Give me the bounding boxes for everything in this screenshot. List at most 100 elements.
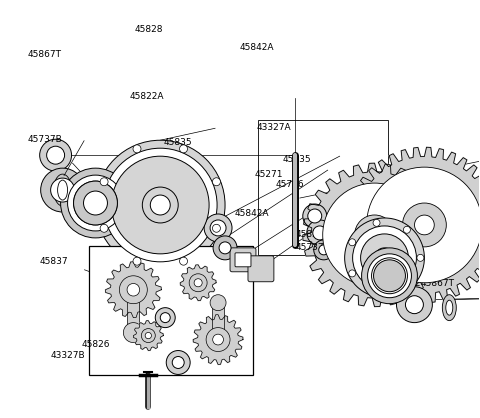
Text: 45737B: 45737B <box>296 243 331 252</box>
Text: 45737B: 45737B <box>27 135 62 144</box>
Text: 45842A: 45842A <box>240 43 274 52</box>
FancyBboxPatch shape <box>235 253 251 267</box>
Circle shape <box>213 224 220 232</box>
Circle shape <box>372 258 408 294</box>
Circle shape <box>166 351 190 375</box>
Circle shape <box>141 329 156 343</box>
Circle shape <box>345 218 424 298</box>
Text: 45822A: 45822A <box>130 92 165 101</box>
Circle shape <box>150 195 170 215</box>
FancyBboxPatch shape <box>248 256 274 282</box>
Circle shape <box>40 139 72 171</box>
Polygon shape <box>193 315 243 364</box>
Ellipse shape <box>58 180 68 200</box>
Circle shape <box>210 220 226 236</box>
Circle shape <box>180 257 188 265</box>
Polygon shape <box>180 265 216 301</box>
Text: 45842A: 45842A <box>234 209 269 218</box>
Text: 43327A: 43327A <box>257 123 291 132</box>
Text: 45822: 45822 <box>296 230 324 240</box>
Text: 45835: 45835 <box>283 155 312 164</box>
Circle shape <box>348 239 356 246</box>
Polygon shape <box>106 262 161 318</box>
Circle shape <box>120 276 147 304</box>
Circle shape <box>47 146 65 164</box>
Circle shape <box>368 254 411 298</box>
Bar <box>127 290 139 328</box>
Circle shape <box>210 295 226 311</box>
Circle shape <box>133 257 141 265</box>
Circle shape <box>417 254 424 261</box>
Text: 45813A: 45813A <box>417 184 452 194</box>
Circle shape <box>360 234 408 282</box>
Circle shape <box>206 328 230 352</box>
Circle shape <box>314 240 334 260</box>
Circle shape <box>348 270 356 277</box>
Bar <box>88 246 253 375</box>
Circle shape <box>396 287 432 323</box>
Circle shape <box>303 204 327 228</box>
Circle shape <box>403 226 410 233</box>
Circle shape <box>373 219 380 226</box>
Text: 45271: 45271 <box>152 181 189 191</box>
Circle shape <box>373 260 406 292</box>
Circle shape <box>204 214 232 242</box>
Text: 43327B: 43327B <box>50 351 85 360</box>
Circle shape <box>100 224 108 232</box>
Text: 45756: 45756 <box>276 180 304 189</box>
Circle shape <box>73 181 118 225</box>
FancyBboxPatch shape <box>230 248 256 272</box>
Circle shape <box>366 226 384 244</box>
Text: 45831D: 45831D <box>169 193 205 202</box>
Ellipse shape <box>54 174 72 206</box>
Circle shape <box>84 191 108 215</box>
Circle shape <box>104 148 217 262</box>
Polygon shape <box>133 321 163 351</box>
Circle shape <box>353 226 417 290</box>
Circle shape <box>355 215 395 255</box>
Circle shape <box>75 183 115 223</box>
Text: 45828: 45828 <box>135 25 163 34</box>
Text: 45837: 45837 <box>40 257 69 265</box>
Circle shape <box>180 145 188 153</box>
Bar <box>212 305 224 339</box>
Circle shape <box>373 260 406 292</box>
Circle shape <box>68 175 123 231</box>
Circle shape <box>189 274 207 292</box>
Circle shape <box>194 279 202 287</box>
Circle shape <box>127 283 140 296</box>
Circle shape <box>172 357 184 369</box>
Polygon shape <box>347 147 480 303</box>
Circle shape <box>160 313 170 323</box>
Text: 45826: 45826 <box>81 340 110 349</box>
Circle shape <box>319 245 329 255</box>
Circle shape <box>308 209 322 223</box>
Bar <box>258 120 387 255</box>
Text: 45867T: 45867T <box>421 279 455 288</box>
Circle shape <box>415 215 434 235</box>
Circle shape <box>50 178 74 202</box>
Circle shape <box>73 181 118 225</box>
Circle shape <box>143 187 178 223</box>
Circle shape <box>60 168 131 238</box>
Circle shape <box>96 140 225 270</box>
Ellipse shape <box>446 300 453 315</box>
Circle shape <box>374 248 395 268</box>
Text: 45756: 45756 <box>156 164 185 173</box>
Circle shape <box>133 145 141 153</box>
Circle shape <box>213 236 237 260</box>
Circle shape <box>123 323 144 343</box>
Circle shape <box>145 332 152 339</box>
Circle shape <box>213 334 224 345</box>
Polygon shape <box>303 163 446 307</box>
Circle shape <box>402 203 446 247</box>
Circle shape <box>307 220 333 246</box>
Circle shape <box>219 242 231 254</box>
Circle shape <box>323 183 426 287</box>
Circle shape <box>213 178 220 186</box>
Circle shape <box>100 178 108 186</box>
Circle shape <box>313 226 327 240</box>
Text: 45835: 45835 <box>164 138 192 147</box>
Ellipse shape <box>443 295 456 321</box>
Text: 45867T: 45867T <box>27 50 61 59</box>
